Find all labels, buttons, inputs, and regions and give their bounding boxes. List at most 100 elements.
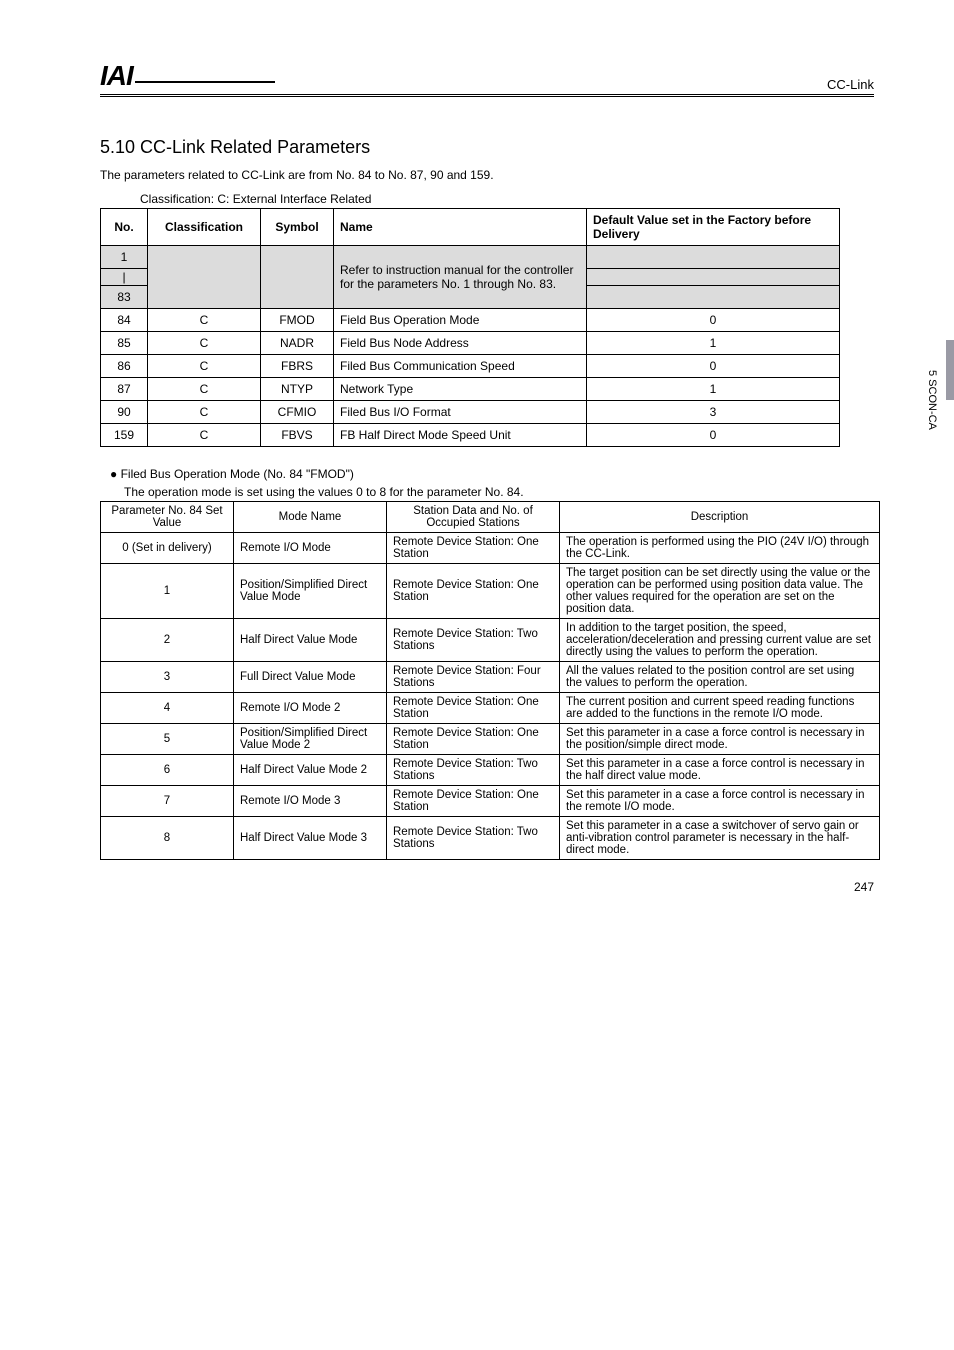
- cell-description: Set this parameter in a case a force con…: [560, 786, 880, 817]
- cell-station: Remote Device Station: One Station: [387, 724, 560, 755]
- cell-classification: C: [148, 332, 261, 355]
- cell-station: Remote Device Station: One Station: [387, 693, 560, 724]
- th-station: Station Data and No. of Occupied Station…: [387, 502, 560, 533]
- cell-station: Remote Device Station: One Station: [387, 564, 560, 619]
- header-right-label: CC-Link: [827, 77, 874, 92]
- cell-mode-name: Half Direct Value Mode 2: [234, 755, 387, 786]
- page-number: 247: [854, 880, 874, 894]
- cell-symbol: NADR: [261, 332, 334, 355]
- cell-station: Remote Device Station: Two Stations: [387, 755, 560, 786]
- cell-set-value: 7: [101, 786, 234, 817]
- cell-mode-name: Half Direct Value Mode: [234, 619, 387, 662]
- cell-set-value: 6: [101, 755, 234, 786]
- cell-name: Filed Bus Communication Speed: [334, 355, 587, 378]
- cell-set-value: 8: [101, 817, 234, 860]
- parameters-table: No. Classification Symbol Name Default V…: [100, 208, 840, 447]
- th-mode-name: Mode Name: [234, 502, 387, 533]
- cell-station: Remote Device Station: Four Stations: [387, 662, 560, 693]
- cell-empty: [587, 269, 840, 286]
- cell-classification: C: [148, 424, 261, 447]
- cell-description: In addition to the target position, the …: [560, 619, 880, 662]
- table-header-row: Parameter No. 84 Set Value Mode Name Sta…: [101, 502, 880, 533]
- operation-mode-table: Parameter No. 84 Set Value Mode Name Sta…: [100, 501, 880, 860]
- cell-mode-name: Remote I/O Mode 3: [234, 786, 387, 817]
- th-description: Description: [560, 502, 880, 533]
- cell-classification: C: [148, 401, 261, 424]
- cell-mode-name: Position/Simplified Direct Value Mode: [234, 564, 387, 619]
- table-row: 159CFBVSFB Half Direct Mode Speed Unit0: [101, 424, 840, 447]
- bullet-desc: The operation mode is set using the valu…: [124, 485, 874, 499]
- cell-mode-name: Full Direct Value Mode: [234, 662, 387, 693]
- cell-description: The operation is performed using the PIO…: [560, 533, 880, 564]
- cell-default: 1: [587, 378, 840, 401]
- cell-empty: [148, 246, 261, 309]
- cell-name: Field Bus Operation Mode: [334, 309, 587, 332]
- cell-empty: [261, 246, 334, 309]
- cell-no: 86: [101, 355, 148, 378]
- table-row: 85CNADRField Bus Node Address1: [101, 332, 840, 355]
- cell-mode-name: Half Direct Value Mode 3: [234, 817, 387, 860]
- cell-set-value: 4: [101, 693, 234, 724]
- table-row: 3Full Direct Value ModeRemote Device Sta…: [101, 662, 880, 693]
- table-row: 90CCFMIOFiled Bus I/O Format3: [101, 401, 840, 424]
- cell-description: Set this parameter in a case a switchove…: [560, 817, 880, 860]
- th-name: Name: [334, 209, 587, 246]
- cell-no: 84: [101, 309, 148, 332]
- table-row: 8Half Direct Value Mode 3Remote Device S…: [101, 817, 880, 860]
- section-intro: The parameters related to CC-Link are fr…: [100, 168, 874, 182]
- cell-description: The target position can be set directly …: [560, 564, 880, 619]
- cell-refer: Refer to instruction manual for the cont…: [334, 246, 587, 309]
- cell-no: 90: [101, 401, 148, 424]
- section-title: 5.10 CC-Link Related Parameters: [100, 137, 874, 158]
- table-row: 84CFMODField Bus Operation Mode0: [101, 309, 840, 332]
- table-row: 2Half Direct Value ModeRemote Device Sta…: [101, 619, 880, 662]
- page: IAI CC-Link 5.10 CC-Link Related Paramet…: [0, 0, 954, 920]
- cell-no: 1: [101, 246, 148, 269]
- cell-classification: C: [148, 378, 261, 401]
- cell-classification: C: [148, 309, 261, 332]
- cell-symbol: FBRS: [261, 355, 334, 378]
- cell-station: Remote Device Station: Two Stations: [387, 619, 560, 662]
- th-classification: Classification: [148, 209, 261, 246]
- table-row: 1Position/Simplified Direct Value ModeRe…: [101, 564, 880, 619]
- cell-no: 85: [101, 332, 148, 355]
- cell-mode-name: Remote I/O Mode 2: [234, 693, 387, 724]
- cell-station: Remote Device Station: One Station: [387, 786, 560, 817]
- cell-name: FB Half Direct Mode Speed Unit: [334, 424, 587, 447]
- cell-empty: [587, 286, 840, 309]
- page-header: IAI CC-Link: [100, 60, 874, 97]
- side-tab: 5 SCON-CA: [934, 340, 954, 460]
- cell-symbol: NTYP: [261, 378, 334, 401]
- table-row: 0 (Set in delivery)Remote I/O ModeRemote…: [101, 533, 880, 564]
- side-tab-bar: [946, 340, 954, 400]
- cell-set-value: 0 (Set in delivery): [101, 533, 234, 564]
- cell-mode-name: Remote I/O Mode: [234, 533, 387, 564]
- table-header-row: No. Classification Symbol Name Default V…: [101, 209, 840, 246]
- table-row: 5Position/Simplified Direct Value Mode 2…: [101, 724, 880, 755]
- th-symbol: Symbol: [261, 209, 334, 246]
- cell-default: 0: [587, 309, 840, 332]
- cell-set-value: 5: [101, 724, 234, 755]
- cell-default: 3: [587, 401, 840, 424]
- cell-no: 83: [101, 286, 148, 309]
- cell-set-value: 3: [101, 662, 234, 693]
- th-no: No.: [101, 209, 148, 246]
- logo-text: IAI: [100, 60, 133, 92]
- cell-empty: [587, 246, 840, 269]
- table-row: 87CNTYPNetwork Type1: [101, 378, 840, 401]
- cell-symbol: FBVS: [261, 424, 334, 447]
- table-row: 6Half Direct Value Mode 2Remote Device S…: [101, 755, 880, 786]
- table-row: 86CFBRSFiled Bus Communication Speed0: [101, 355, 840, 378]
- cell-symbol: CFMIO: [261, 401, 334, 424]
- cell-station: Remote Device Station: Two Stations: [387, 817, 560, 860]
- logo-rule: [135, 81, 275, 83]
- th-default: Default Value set in the Factory before …: [587, 209, 840, 246]
- table-row: 1 Refer to instruction manual for the co…: [101, 246, 840, 269]
- cell-station: Remote Device Station: One Station: [387, 533, 560, 564]
- cell-description: Set this parameter in a case a force con…: [560, 755, 880, 786]
- cell-set-value: 1: [101, 564, 234, 619]
- cell-default: 0: [587, 424, 840, 447]
- cell-no: 87: [101, 378, 148, 401]
- cell-name: Network Type: [334, 378, 587, 401]
- cell-description: The current position and current speed r…: [560, 693, 880, 724]
